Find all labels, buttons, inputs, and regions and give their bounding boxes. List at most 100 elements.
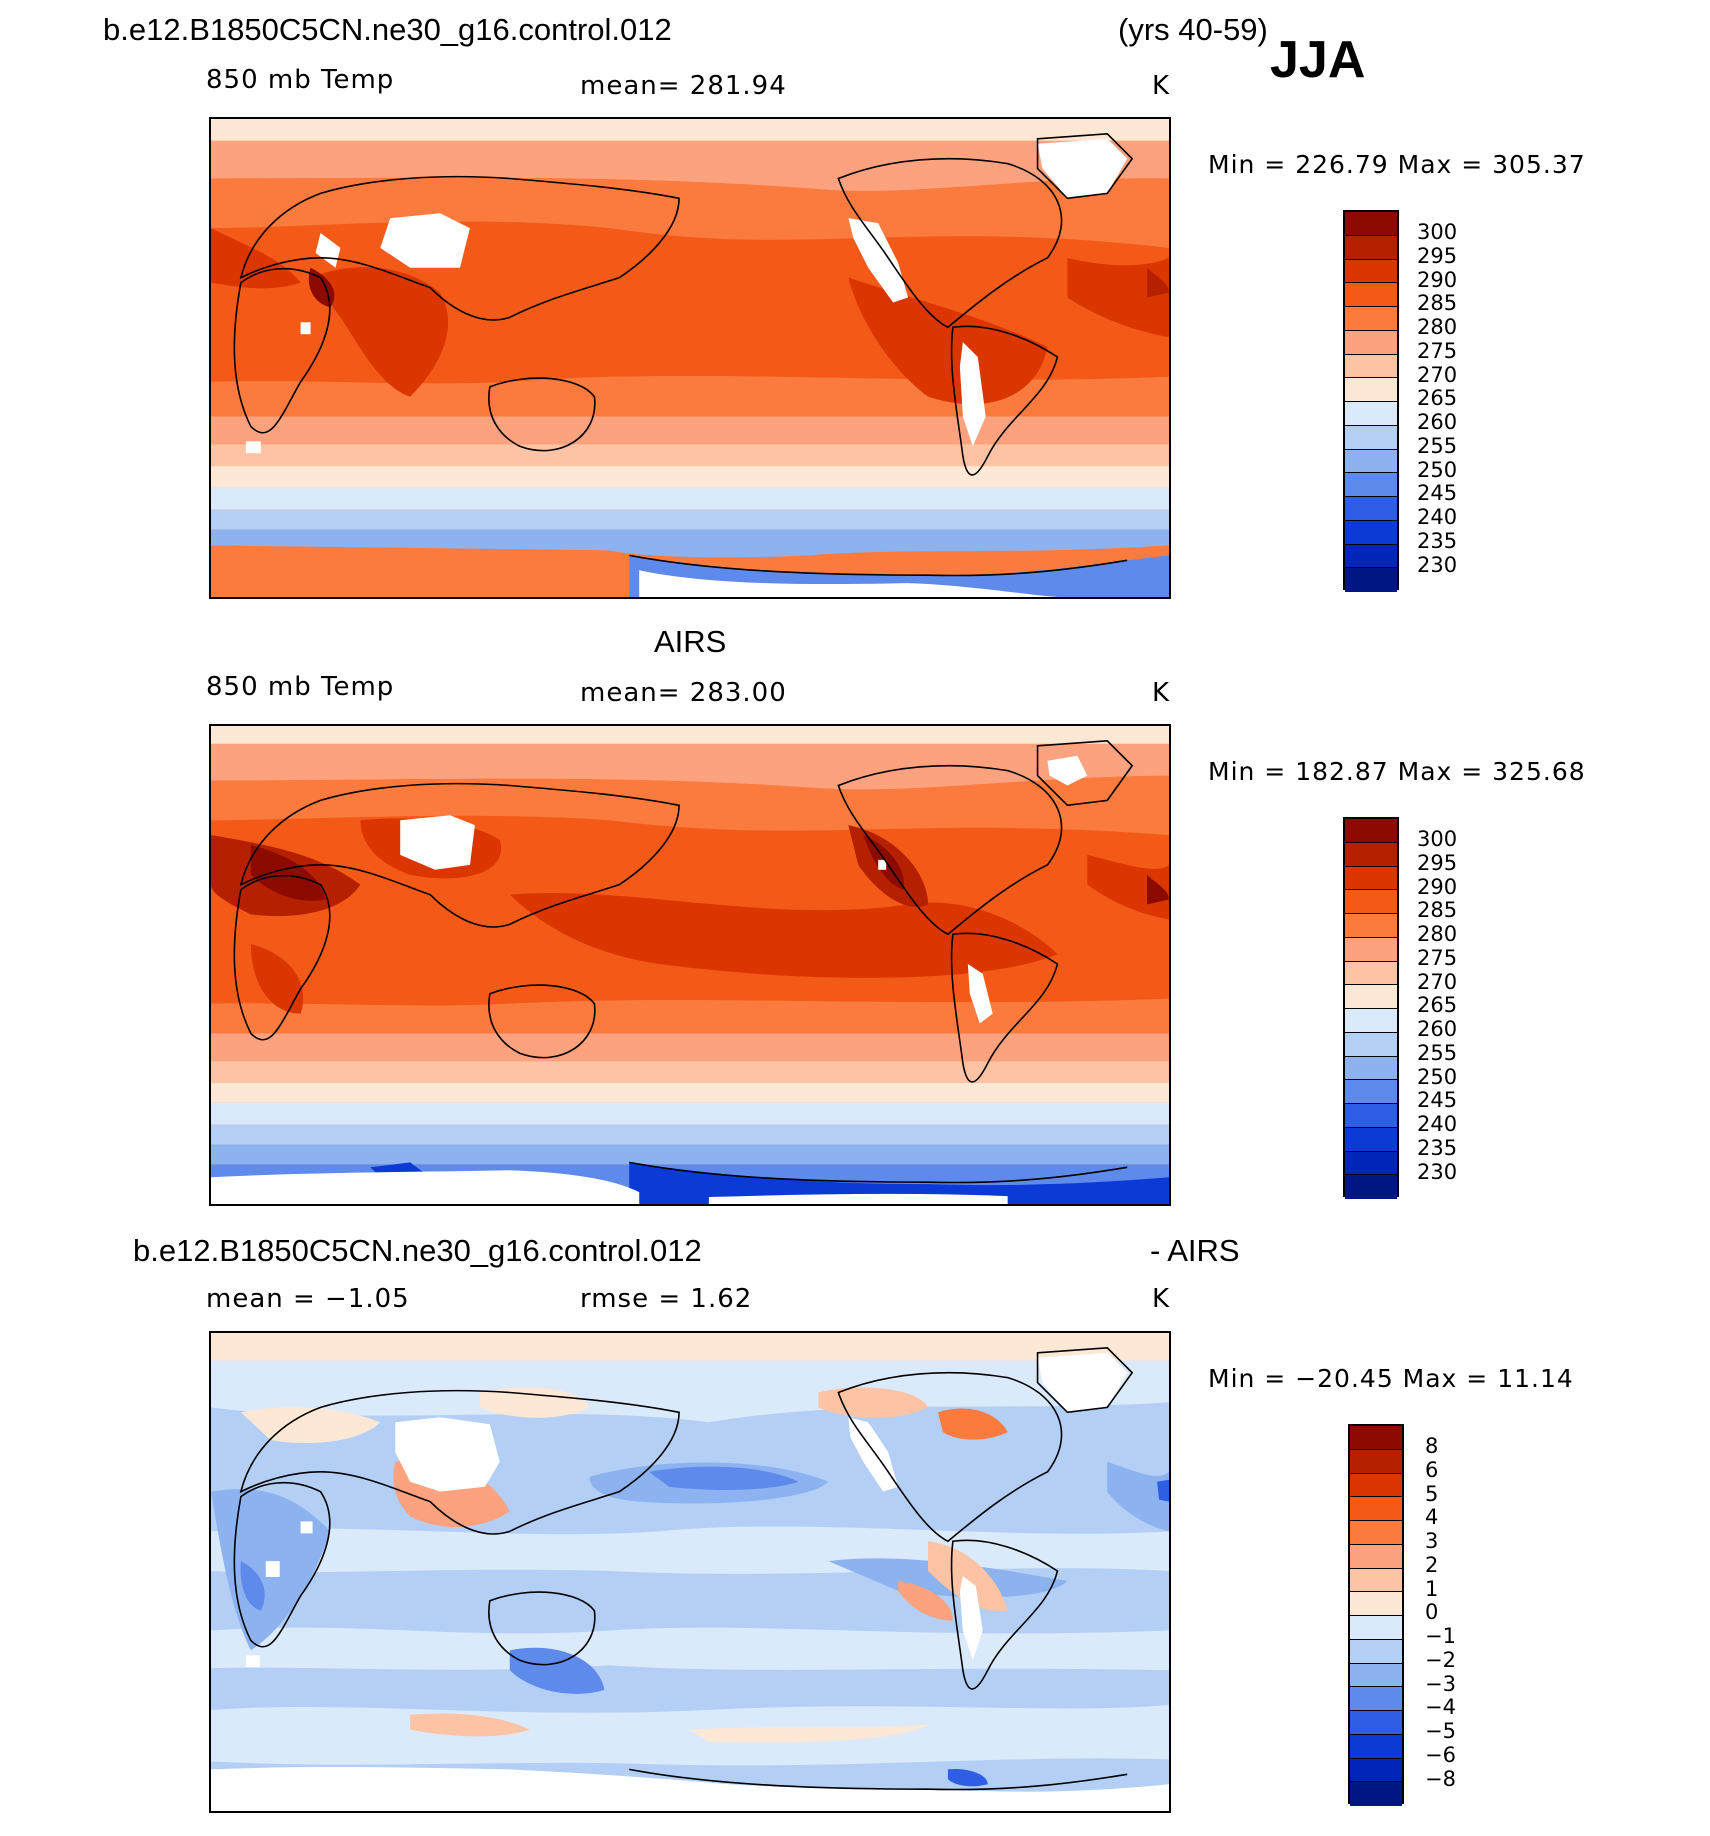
colorbar-swatch: [1350, 1687, 1402, 1711]
colorbar-label: 280: [1417, 922, 1458, 946]
colorbar-swatch: [1345, 890, 1397, 914]
colorbar-label: 6: [1425, 1457, 1439, 1482]
colorbar-swatch: [1345, 307, 1397, 331]
colorbar-label: 275: [1417, 945, 1458, 970]
colorbar-swatch: [1345, 283, 1397, 307]
colorbar-label: 230: [1417, 1159, 1458, 1184]
panel3-mean: mean = −1.05: [206, 1284, 410, 1314]
panel2-map: [209, 724, 1171, 1206]
colorbar-label: −5: [1425, 1719, 1456, 1743]
panel1-variable: 850 mb Temp: [206, 65, 395, 95]
panel3-colorbar-swatches: [1348, 1424, 1404, 1806]
colorbar-label: 4: [1425, 1505, 1439, 1530]
colorbar-swatch: [1345, 819, 1397, 843]
colorbar-swatch: [1350, 1521, 1402, 1545]
colorbar-label: −4: [1425, 1695, 1456, 1720]
colorbar-label: 235: [1417, 528, 1458, 553]
colorbar-swatch: [1350, 1711, 1402, 1735]
colorbar-swatch: [1350, 1497, 1402, 1521]
colorbar-label: −1: [1425, 1624, 1456, 1648]
colorbar-swatch: [1350, 1449, 1402, 1474]
colorbar-label: 240: [1417, 1112, 1458, 1136]
colorbar-label: 245: [1417, 1088, 1458, 1113]
colorbar-swatch: [1345, 259, 1397, 284]
colorbar-swatch: [1345, 235, 1397, 260]
colorbar-swatch: [1345, 520, 1397, 545]
colorbar-label: 300: [1417, 827, 1458, 851]
colorbar-label: 280: [1417, 315, 1458, 339]
panel1-mean: mean= 281.94: [580, 71, 787, 101]
colorbar-label: 0: [1425, 1600, 1439, 1625]
colorbar-label: 3: [1425, 1529, 1439, 1553]
panel2-minmax: Min = 182.87 Max = 325.68: [1208, 757, 1586, 786]
colorbar-label: 275: [1417, 338, 1458, 363]
panel3-units: K: [1152, 1284, 1171, 1314]
panel2-units: K: [1152, 678, 1171, 708]
panel2-colorbar-swatches: [1343, 817, 1399, 1199]
colorbar-swatch: [1350, 1592, 1402, 1616]
colorbar-swatch: [1345, 425, 1397, 450]
colorbar-swatch: [1345, 842, 1397, 867]
panel3-title: b.e12.B1850C5CN.ne30_g16.control.012: [133, 1233, 702, 1268]
panel1-map: [209, 117, 1171, 599]
colorbar-label: 285: [1417, 291, 1458, 316]
panel1-units: K: [1152, 71, 1171, 101]
colorbar-swatch: [1345, 985, 1397, 1009]
panel3-rmse: rmse = 1.62: [580, 1284, 753, 1314]
colorbar-swatch: [1345, 1080, 1397, 1104]
colorbar-swatch: [1345, 866, 1397, 891]
colorbar-swatch: [1350, 1782, 1402, 1806]
colorbar-swatch: [1350, 1544, 1402, 1569]
colorbar-swatch: [1350, 1758, 1402, 1783]
colorbar-swatch: [1345, 914, 1397, 938]
colorbar-label: 235: [1417, 1135, 1458, 1160]
colorbar-swatch: [1345, 1127, 1397, 1152]
colorbar-label: 300: [1417, 220, 1458, 244]
colorbar-label: −3: [1425, 1671, 1456, 1696]
colorbar-label: 240: [1417, 505, 1458, 529]
colorbar-swatch: [1345, 1056, 1397, 1081]
colorbar-label: 265: [1417, 386, 1458, 411]
years-label: (yrs 40-59): [1118, 12, 1268, 47]
colorbar-swatch: [1350, 1473, 1402, 1498]
colorbar-label: 230: [1417, 552, 1458, 577]
colorbar-swatch: [1350, 1734, 1402, 1759]
panel1-minmax: Min = 226.79 Max = 305.37: [1208, 150, 1586, 179]
colorbar-swatch: [1350, 1639, 1402, 1664]
colorbar-label: 290: [1417, 874, 1458, 899]
colorbar-swatch: [1350, 1426, 1402, 1450]
colorbar-swatch: [1345, 449, 1397, 474]
panel3-title-right: - AIRS: [1150, 1233, 1240, 1268]
colorbar-label: 265: [1417, 993, 1458, 1018]
colorbar-label: 295: [1417, 243, 1458, 268]
colorbar-swatch: [1345, 330, 1397, 355]
panel3-map: [209, 1331, 1171, 1813]
colorbar-swatch: [1345, 1151, 1397, 1176]
colorbar-label: −8: [1425, 1766, 1456, 1791]
colorbar-swatch: [1345, 212, 1397, 236]
colorbar-swatch: [1350, 1568, 1402, 1593]
panel2-mean: mean= 283.00: [580, 678, 787, 708]
colorbar-label: 255: [1417, 1040, 1458, 1065]
colorbar-label: 295: [1417, 850, 1458, 875]
colorbar-label: 270: [1417, 969, 1458, 994]
colorbar-swatch: [1345, 497, 1397, 521]
colorbar-swatch: [1345, 544, 1397, 569]
colorbar-swatch: [1345, 354, 1397, 379]
colorbar-swatch: [1345, 961, 1397, 986]
colorbar-swatch: [1345, 402, 1397, 426]
colorbar-swatch: [1350, 1616, 1402, 1640]
colorbar-swatch: [1345, 378, 1397, 402]
panel2-title: AIRS: [654, 624, 727, 659]
colorbar-label: 245: [1417, 481, 1458, 506]
panel3-minmax: Min = −20.45 Max = 11.14: [1208, 1364, 1574, 1393]
colorbar-label: 270: [1417, 362, 1458, 387]
colorbar-swatch: [1345, 937, 1397, 962]
colorbar-swatch: [1345, 1032, 1397, 1057]
colorbar-label: −2: [1425, 1647, 1456, 1672]
colorbar-swatch: [1345, 1175, 1397, 1199]
colorbar-label: 2: [1425, 1552, 1439, 1577]
colorbar-label: 260: [1417, 1017, 1458, 1041]
panel1-colorbar-swatches: [1343, 210, 1399, 592]
colorbar-label: 1: [1425, 1576, 1439, 1601]
